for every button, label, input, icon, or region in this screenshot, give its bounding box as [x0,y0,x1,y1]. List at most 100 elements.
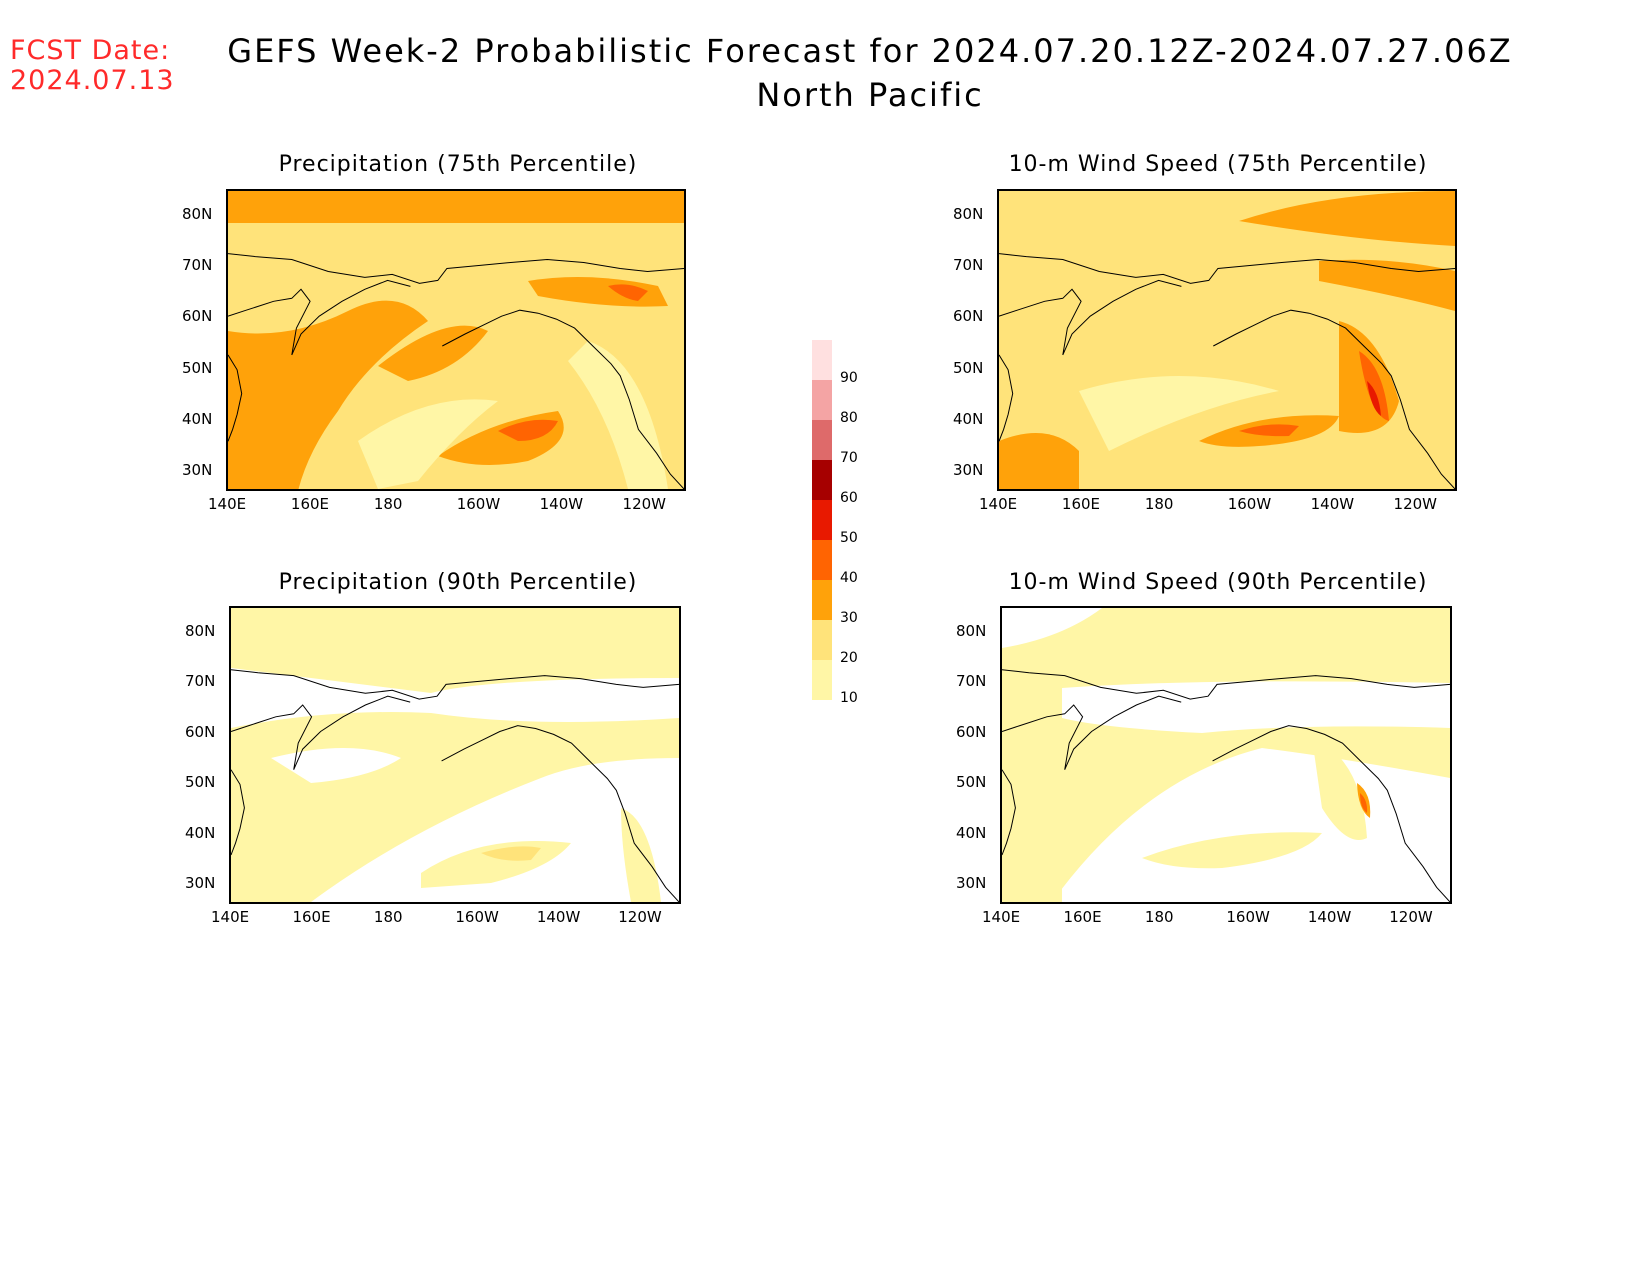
lat-tick-label: 80N [956,622,987,640]
probability-contour-region [228,191,684,223]
lat-tick-label: 80N [185,622,216,640]
fcst-date-value: 2024.07.13 [10,65,175,96]
lat-tick-label: 50N [185,773,216,792]
colorbar: 10 20 30 40 50 60 70 80 90 [812,340,872,740]
colorbar-level-label: 80 [840,410,858,426]
probability-contour-region [999,433,1079,489]
coastline [228,253,684,284]
map-precip-90 [229,606,681,904]
colorbar-level-label: 30 [840,610,858,626]
lon-tick-label: 140W [536,908,581,926]
lon-tick-label: 160E [290,495,330,513]
coastline [999,253,1455,284]
lon-tick-label: 180 [373,908,403,926]
map-wind-75 [997,189,1457,491]
colorbar-level-label: 10 [840,690,858,706]
map-field-2 [231,608,679,902]
lat-tick-label: 70N [956,672,987,691]
colorbar-swatch [812,540,832,580]
probability-contour-region [498,419,558,441]
colorbar-level-label: 90 [840,370,858,386]
probability-contour-region [1319,259,1455,311]
probability-contour-region [1142,832,1322,869]
colorbar-level-label: 60 [840,490,858,506]
lat-tick-label: 30N [953,461,984,479]
probability-contour-region [1062,681,1450,733]
colorbar-swatch [812,500,832,540]
coastline [231,695,411,770]
probability-contour-region [358,399,498,489]
lon-tick-label: 180 [1144,908,1174,926]
map-wind-90 [1000,606,1452,904]
lon-tick-label: 160W [456,495,501,513]
lat-tick-label: 70N [953,256,984,275]
probability-contour-region [311,758,679,902]
coastline [999,354,1014,442]
colorbar-level-label: 50 [840,530,858,546]
colorbar-swatch [812,580,832,620]
coastline [231,669,679,700]
lat-tick-label: 80N [182,205,213,223]
lat-tick-label: 30N [956,874,987,892]
forecast-date-label: FCST Date: 2024.07.13 [10,36,175,96]
lon-tick-label: 160E [1061,495,1101,513]
colorbar-swatch [812,380,832,420]
colorbar-swatch [812,420,832,460]
probability-contour-region [1079,376,1279,451]
lat-tick-label: 70N [182,256,213,275]
colorbar-swatch [812,620,832,660]
coastline [1213,309,1455,489]
panel-title-precip-90: Precipitation (90th Percentile) [278,570,638,595]
lat-tick-label: 80N [953,205,984,223]
probability-contour-region [231,668,679,728]
lat-tick-label: 40N [182,409,213,428]
lon-tick-label: 140W [1310,495,1355,513]
coastline [1002,695,1182,770]
probability-contour-region [1312,738,1367,840]
lon-tick-label: 160W [1227,495,1272,513]
map-precip-75 [226,189,686,491]
map-field-0 [228,191,684,489]
colorbar-level-label: 40 [840,570,858,586]
probability-contour-region [568,341,668,489]
probability-contour-region [378,325,488,381]
lon-tick-label: 120W [618,908,662,926]
lat-tick-label: 30N [182,461,213,479]
coastline [442,309,684,489]
lat-tick-label: 40N [185,823,216,842]
coastline [1002,669,1450,700]
lat-tick-label: 40N [956,823,987,842]
coastline [1002,769,1016,856]
lat-tick-label: 30N [185,874,216,892]
colorbar-swatch [812,660,832,700]
lon-tick-label: 140E [979,495,1018,513]
lat-tick-label: 60N [182,307,213,326]
fcst-date-caption: FCST Date: [10,35,171,66]
probability-contour-region [271,748,401,783]
lon-tick-label: 160W [455,908,499,926]
coastline [228,354,243,442]
probability-contour-region [228,300,428,489]
colorbar-level-label: 20 [840,650,858,666]
page-title: GEFS Week-2 Probabilistic Forecast for 2… [227,32,1513,70]
coastline [999,279,1182,356]
lon-tick-label: 180 [373,495,403,513]
probability-contour-region [1239,424,1299,437]
lon-tick-label: 140W [1307,908,1352,926]
lon-tick-label: 140E [208,495,247,513]
probability-contour-region [1360,793,1368,813]
lat-tick-label: 70N [185,672,216,691]
lon-tick-label: 160E [1063,908,1102,926]
map-field-3 [1002,608,1450,902]
colorbar-level-label: 70 [840,450,858,466]
colorbar-swatch [812,460,832,500]
coastline [231,769,245,856]
lat-tick-label: 50N [953,358,984,377]
colorbar-swatch [812,340,832,380]
lon-tick-label: 120W [1393,495,1437,513]
lon-tick-label: 120W [622,495,666,513]
probability-contour-region [1002,866,1062,902]
panel-title-wind-90: 10-m Wind Speed (90th Percentile) [1008,570,1428,595]
coastline [228,279,411,356]
panel-title-precip-75: Precipitation (75th Percentile) [278,152,638,177]
